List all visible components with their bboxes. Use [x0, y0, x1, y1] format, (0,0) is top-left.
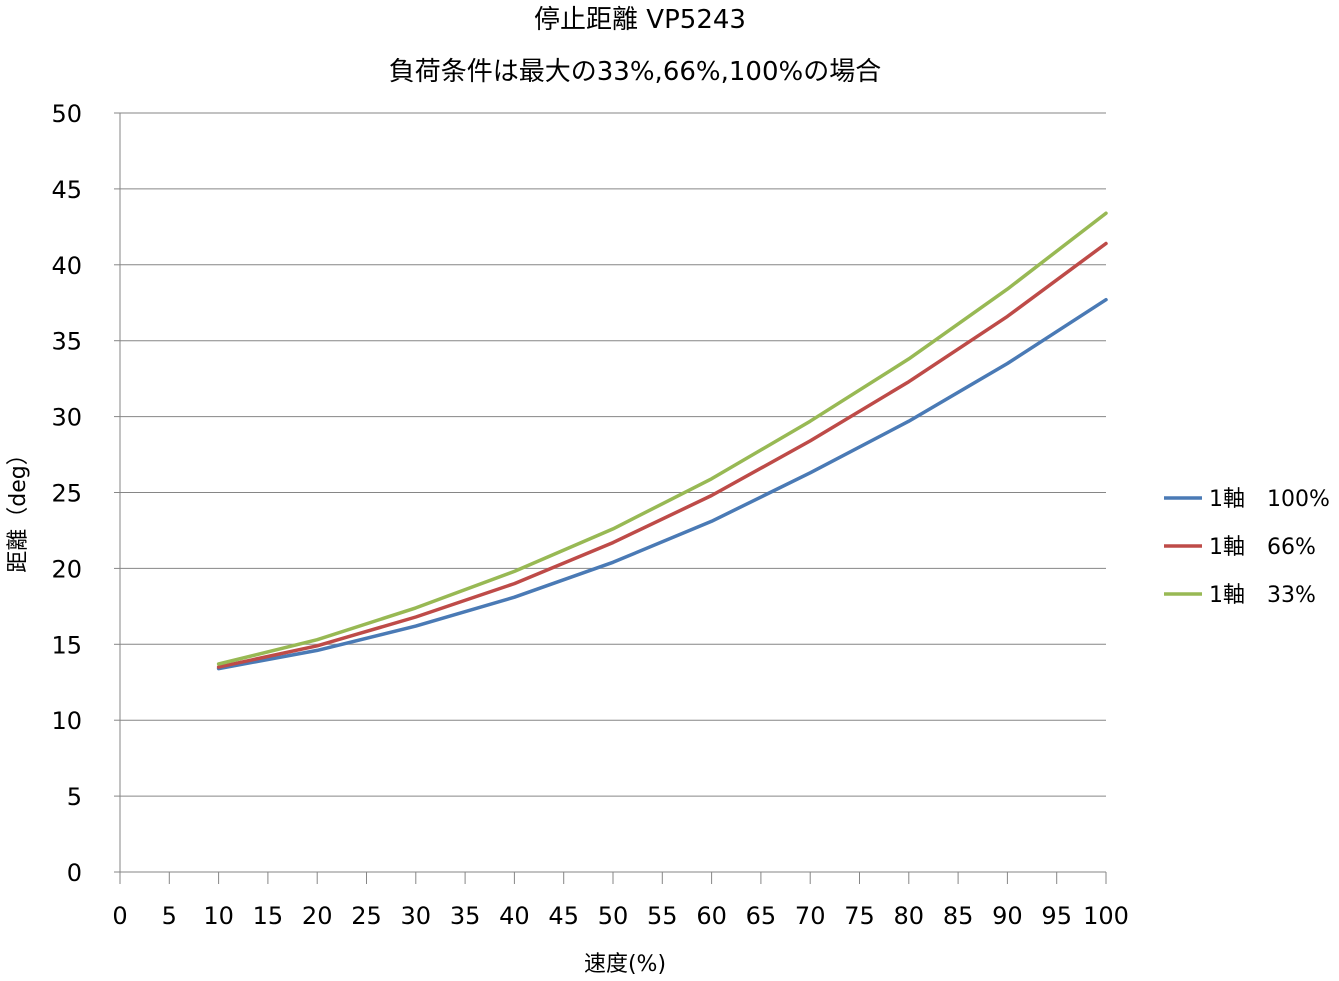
x-tick-label: 50 — [598, 902, 629, 930]
chart-title-line-1: 停止距離 VP5243 — [534, 5, 746, 35]
x-tick-label: 35 — [450, 902, 481, 930]
series-lines — [216, 211, 1108, 671]
x-tick-label: 65 — [746, 902, 777, 930]
y-tick-label: 5 — [67, 783, 82, 811]
x-tick-label: 45 — [548, 902, 579, 930]
x-tick-label: 60 — [696, 902, 727, 930]
legend-label: 1軸 100% — [1209, 487, 1330, 512]
legend-label: 1軸 66% — [1209, 535, 1316, 560]
x-tick-label: 10 — [203, 902, 234, 930]
x-tick-label: 100 — [1083, 902, 1129, 930]
x-tick-label: 90 — [992, 902, 1023, 930]
x-tick-label: 25 — [351, 902, 382, 930]
x-axis-title: 速度(%) — [584, 952, 666, 977]
gridlines — [120, 112, 1106, 797]
x-tick-label: 55 — [647, 902, 678, 930]
y-tick-label: 30 — [51, 404, 82, 432]
y-tick-label: 20 — [51, 555, 82, 583]
series-line-3 — [216, 211, 1108, 666]
axes: 0 5 10 15 20 25 30 35 40 45 50 0 5 10 15 20 25 30 35 40 45 50… — [51, 100, 1128, 930]
y-tick-label: 0 — [67, 859, 82, 887]
y-tick-label: 35 — [51, 328, 82, 356]
chart-title-line-2: 負荷条件は最大の33%,66%,100%の場合 — [389, 57, 881, 87]
chart-labels: 停止距離 VP5243 負荷条件は最大の33%,66%,100%の場合 速度(%… — [6, 5, 881, 977]
x-tick-label: 5 — [162, 902, 177, 930]
y-tick-label: 40 — [51, 252, 82, 280]
y-tick-label: 45 — [51, 176, 82, 204]
legend: 1軸 100% 1軸 66% 1軸 33% — [1164, 487, 1330, 608]
x-tick-label: 30 — [401, 902, 432, 930]
x-tick-label: 75 — [844, 902, 875, 930]
y-tick-label: 15 — [51, 631, 82, 659]
series-line-1 — [216, 297, 1108, 671]
x-tick-label: 40 — [499, 902, 530, 930]
y-axis-title: 距離（deg） — [6, 443, 31, 572]
series-line-2 — [216, 241, 1108, 669]
x-tick-label: 85 — [943, 902, 974, 930]
y-tick-label: 10 — [51, 707, 82, 735]
y-tick-label: 25 — [51, 480, 82, 508]
x-tick-label: 0 — [112, 902, 127, 930]
y-tick-label: 50 — [51, 100, 82, 128]
x-tick-label: 70 — [795, 902, 826, 930]
x-tick-label: 15 — [253, 902, 284, 930]
legend-label: 1軸 33% — [1209, 583, 1316, 608]
x-tick-label: 80 — [894, 902, 925, 930]
x-tick-label: 20 — [302, 902, 333, 930]
x-tick-label: 95 — [1041, 902, 1072, 930]
